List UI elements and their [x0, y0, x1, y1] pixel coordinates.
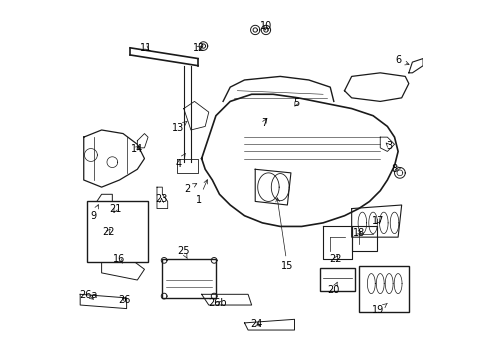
Text: 25: 25: [177, 246, 189, 258]
Text: 4: 4: [175, 154, 185, 169]
Text: 9: 9: [90, 205, 98, 221]
Text: 18: 18: [352, 228, 364, 238]
Text: 22: 22: [102, 227, 114, 237]
Bar: [162, 258, 216, 298]
Text: 23: 23: [155, 194, 167, 203]
Text: 10: 10: [259, 21, 271, 31]
Text: 20: 20: [327, 282, 339, 295]
Text: 11: 11: [140, 43, 152, 53]
Bar: [358, 266, 408, 312]
Text: 19: 19: [371, 303, 386, 315]
Text: 17: 17: [371, 216, 384, 226]
Text: 6: 6: [394, 55, 408, 65]
Text: 1: 1: [195, 180, 207, 204]
Text: 24: 24: [249, 319, 262, 329]
Text: 14: 14: [130, 144, 142, 154]
Text: 13: 13: [172, 121, 187, 133]
Text: 8: 8: [391, 164, 400, 174]
Text: 5: 5: [293, 98, 299, 108]
Bar: [319, 267, 354, 291]
Text: 15: 15: [275, 198, 293, 271]
Text: 16: 16: [112, 253, 124, 264]
Text: 12: 12: [192, 43, 204, 53]
Text: 26: 26: [119, 295, 131, 305]
Text: 21: 21: [109, 203, 122, 213]
Text: 2: 2: [184, 184, 196, 194]
Bar: [351, 226, 376, 251]
Text: 3: 3: [386, 141, 391, 151]
Text: 26a: 26a: [79, 290, 97, 300]
Text: 22: 22: [329, 254, 341, 264]
Text: 26b: 26b: [208, 298, 226, 308]
Text: 7: 7: [261, 118, 267, 128]
Bar: [87, 202, 148, 262]
